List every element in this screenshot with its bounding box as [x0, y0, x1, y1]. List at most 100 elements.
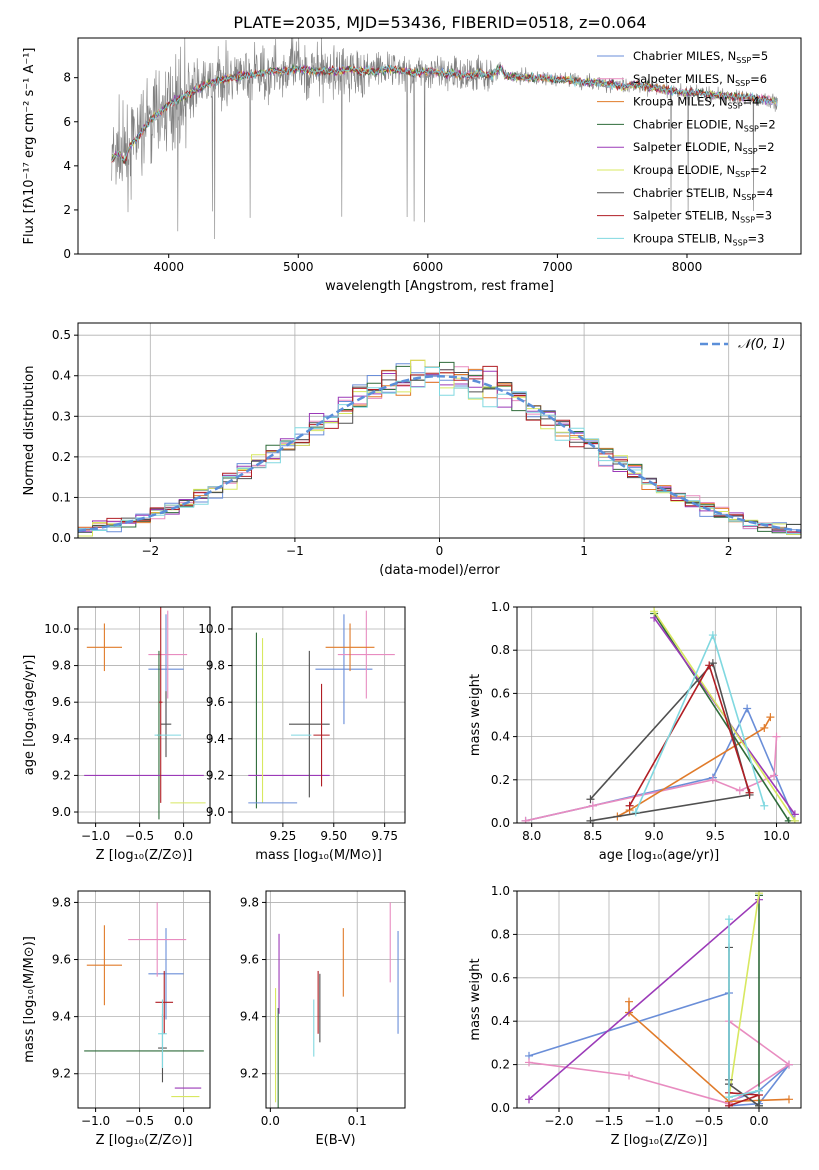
legend-tail: =2 [759, 117, 776, 131]
x-tick-label: 0 [436, 544, 444, 558]
y-tick-label: 9.6 [240, 953, 259, 967]
plus-marker [772, 732, 781, 741]
legend-text: Salpeter MILES, N [633, 72, 735, 86]
x-tick-label: −0.5 [694, 1114, 723, 1128]
y-tick-label: 9.2 [240, 1067, 259, 1081]
plot-area [275, 902, 399, 1108]
x-axis-label: (data-model)/error [379, 563, 500, 578]
y-tick-label: 9.6 [52, 695, 71, 709]
x-tick-label: 9.50 [320, 829, 347, 843]
legend-entry: Kroupa MILES, NSSP=4 [633, 95, 759, 111]
y-tick-label: 0.6 [491, 686, 510, 700]
plus-marker [755, 1101, 763, 1108]
y-tick-label: 0.4 [52, 369, 71, 383]
y-tick-label: 0.1 [52, 490, 71, 504]
x-tick-label: 0.0 [174, 1114, 193, 1128]
y-axis-label: Flux [fλ10⁻¹⁷ erg cm⁻² s⁻¹ A⁻¹] [22, 48, 37, 245]
y-tick-label: 9.6 [52, 953, 71, 967]
error-bar-point [86, 925, 122, 1006]
plus-marker [755, 891, 763, 898]
y-tick-label: 8 [63, 71, 71, 85]
legend-entry: Salpeter STELIB, NSSP=3 [633, 209, 772, 225]
y-axis-label: mass weight [468, 674, 483, 756]
legend-entry: Chabrier ELODIE, NSSP=2 [633, 117, 776, 133]
y-tick-label: 0.4 [491, 1014, 510, 1028]
plot-area [84, 902, 204, 1098]
x-tick-label: −0.5 [125, 829, 154, 843]
weight-series-line-6 [728, 893, 760, 1098]
age-vs-mass-panel: 9.25 9.50 9.75 9.0 9.2 9.4 9.6 9.8 10.0 mass [log… [198, 606, 406, 863]
error-bar-point [325, 623, 375, 672]
y-tick-label: 6 [63, 115, 71, 129]
plus-marker [760, 723, 769, 732]
plus-marker [588, 801, 597, 810]
y-tick-label: 0.2 [52, 450, 71, 464]
axes-frame [77, 606, 211, 824]
plus-marker [760, 801, 769, 810]
y-tick-label: 0.3 [52, 409, 71, 423]
plus-marker [708, 631, 717, 640]
axes-frame [77, 890, 211, 1109]
y-tick-label: 0.0 [491, 816, 510, 830]
y-tick-label: 9.2 [206, 768, 225, 782]
weight-series-line-7 [728, 947, 760, 1107]
y-axis-label: age [log₁₀(age/yr)] [22, 655, 37, 776]
plus-marker [625, 801, 634, 810]
x-tick-label: 8000 [672, 260, 703, 274]
plus-marker [766, 713, 775, 722]
x-tick-label: 0.1 [348, 1114, 367, 1128]
plus-marker [770, 771, 779, 780]
x-tick-label: 9.0 [645, 829, 664, 843]
legend-text: Kroupa ELODIE, N [633, 163, 735, 177]
error-bar-point [158, 607, 163, 803]
x-axis-label: wavelength [Angstrom, rest frame] [325, 279, 554, 294]
legend-entry: Salpeter ELODIE, NSSP=2 [633, 140, 775, 156]
y-tick-label: 2 [63, 203, 71, 217]
normal-pdf-curve [78, 374, 801, 533]
x-axis-label: E(B-V) [315, 1133, 355, 1148]
plus-marker [625, 997, 633, 1006]
x-tick-label: 10.0 [763, 829, 790, 843]
error-bar-point [160, 691, 172, 758]
plus-marker [705, 661, 714, 670]
legend-text: Kroupa STELIB, N [633, 231, 733, 245]
y-tick-label: 9.0 [206, 805, 225, 819]
legend-tail: =3 [748, 231, 765, 245]
mass-vs-ebv-panel: 0.0 0.1 9.2 9.4 9.6 9.8 E(B-V) [240, 890, 406, 1148]
y-tick-label: 0.2 [491, 773, 510, 787]
x-axis-label: Z [log₁₀(Z/Z⊙)] [96, 848, 193, 863]
error-bar-point [313, 683, 330, 787]
y-tick-label: 9.8 [206, 659, 225, 673]
plus-marker [625, 1071, 633, 1080]
legend-sub: SSP [743, 147, 758, 156]
axes-frame [265, 890, 406, 1109]
y-tick-label: 0.6 [491, 971, 510, 985]
error-bar-point [148, 928, 184, 1020]
legend-tail: =4 [756, 186, 773, 200]
x-tick-label: 7000 [542, 260, 573, 274]
weight-vs-age-panel: 8.0 8.5 9.0 9.5 10.0 0.0 0.2 0.4 0.6 0.8 1.0 age [l… [468, 600, 802, 863]
legend-sub: SSP [733, 238, 748, 247]
y-tick-label: 0.5 [52, 328, 71, 342]
y-tick-label: 9.2 [52, 1067, 71, 1081]
legend-entry: Chabrier STELIB, NSSP=4 [633, 186, 773, 202]
y-tick-label: 1.0 [491, 884, 510, 898]
x-axis-label: Z [log₁₀(Z/Z⊙)] [96, 1133, 193, 1148]
x-tick-label: 0.0 [749, 1114, 768, 1128]
legend-sub: SSP [736, 56, 751, 65]
x-tick-label: 0.0 [261, 1114, 280, 1128]
y-tick-label: 9.4 [206, 732, 225, 746]
mass-vs-Z-panel: −1.0 −0.5 0.0 9.2 9.4 9.6 9.8 Z [log₁₀(Z/Z⊙)] ma… [22, 890, 211, 1148]
y-tick-label: 9.0 [52, 805, 71, 819]
error-bar-point [128, 902, 187, 977]
plus-marker [521, 816, 530, 823]
weight-series-line-5 [528, 899, 760, 1100]
x-axis-label: mass [log₁₀(M/M⊙)] [255, 848, 382, 863]
error-bar-point [155, 970, 174, 1034]
legend-text: Chabrier ELODIE, N [633, 117, 744, 131]
legend-sub: SSP [735, 170, 750, 179]
plus-marker [631, 808, 640, 817]
y-tick-label: 9.2 [52, 768, 71, 782]
hist-plot-area [78, 359, 801, 537]
